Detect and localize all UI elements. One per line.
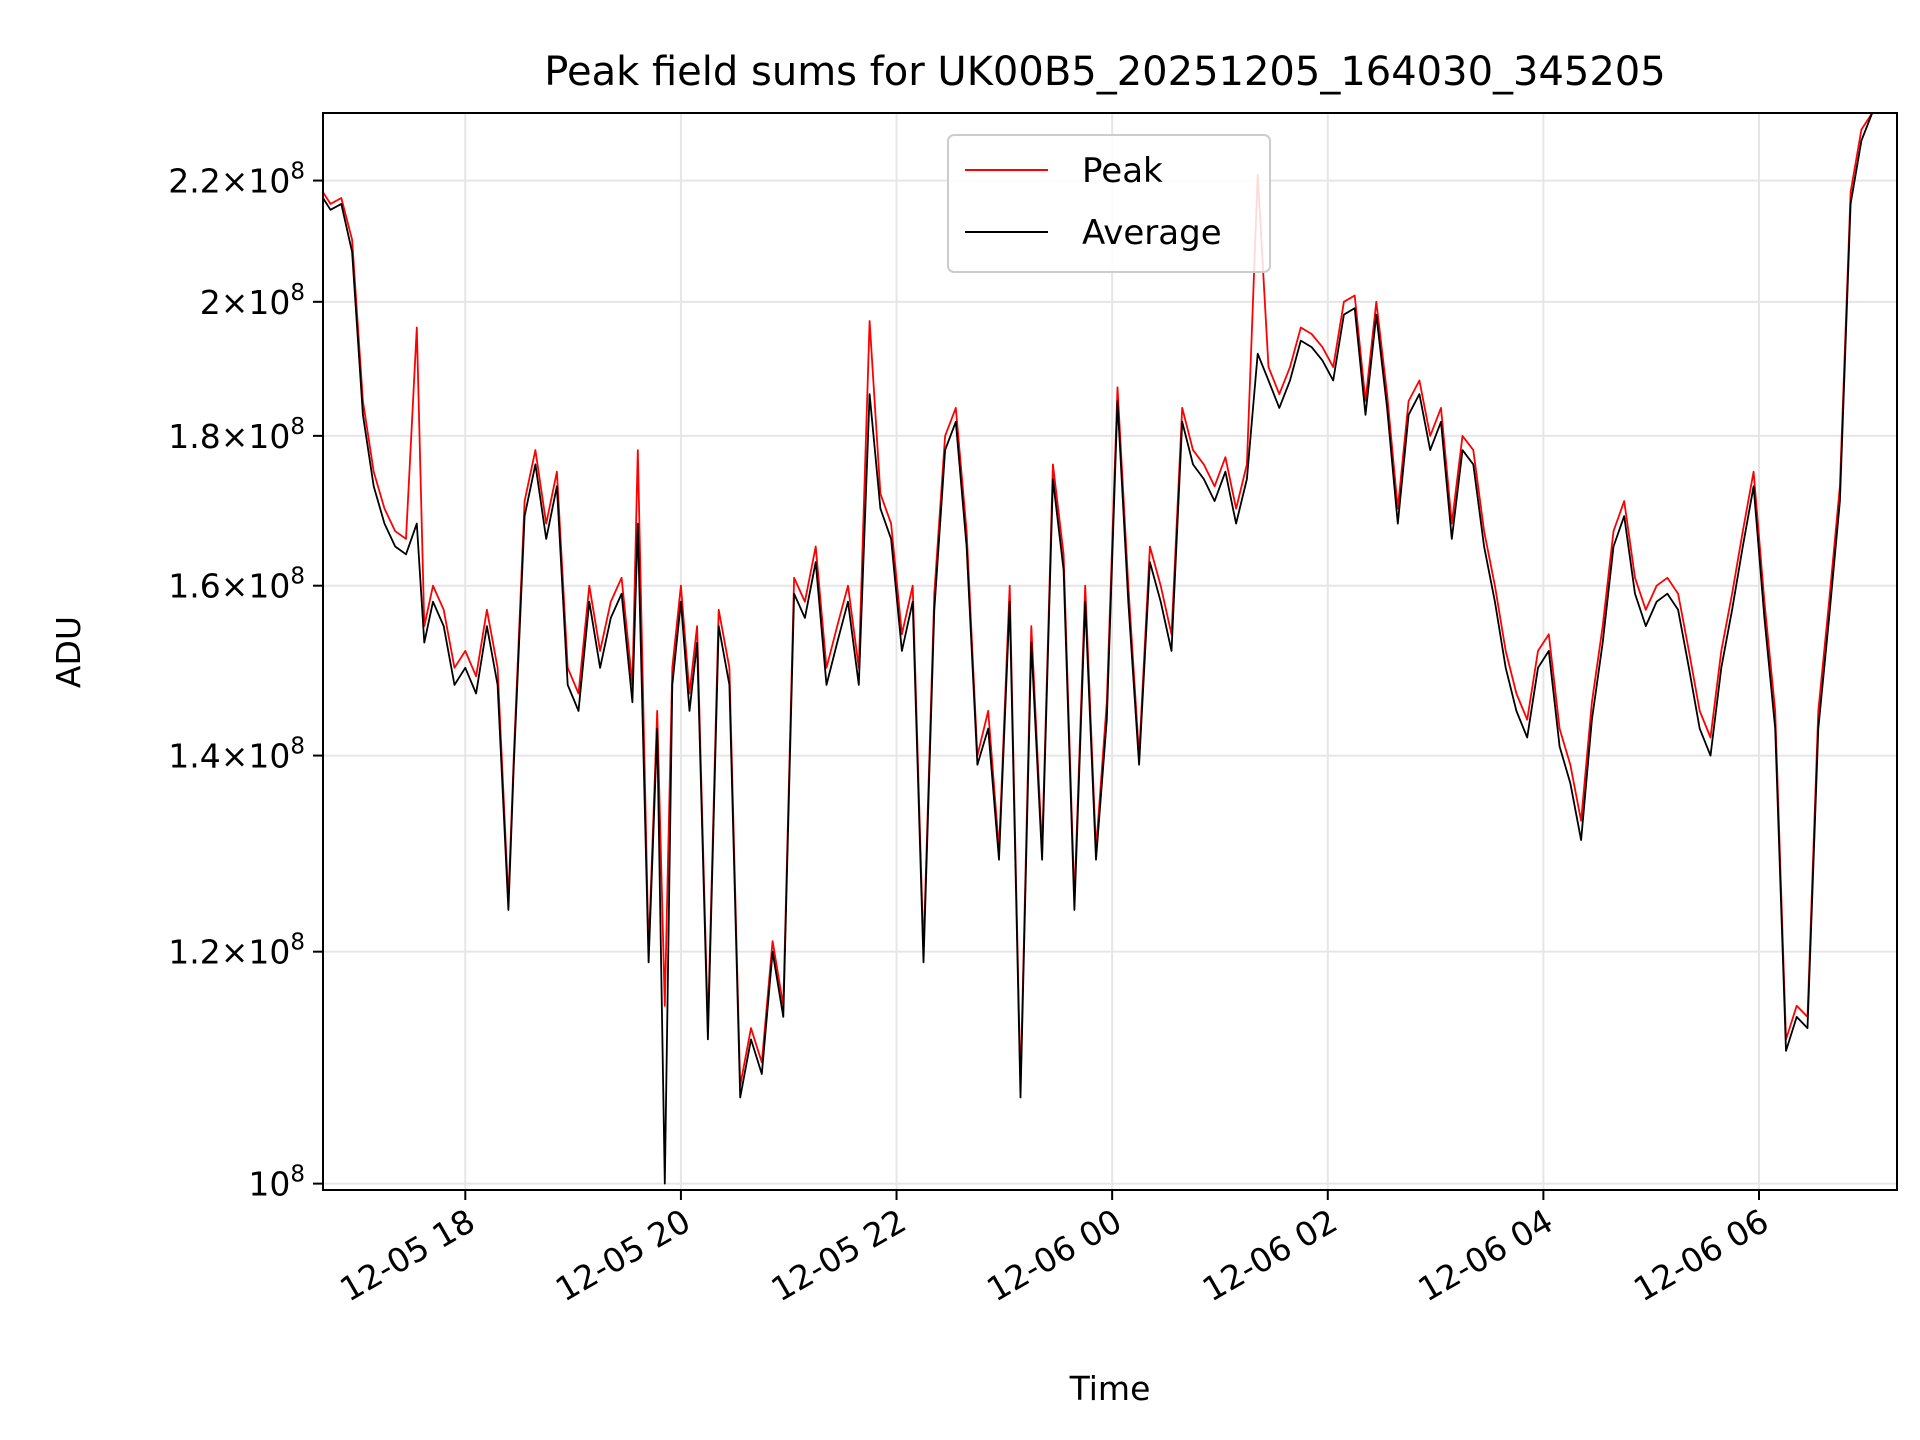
y-tick-label: 2×108 xyxy=(200,280,305,322)
y-tick-label: 1.2×108 xyxy=(168,930,305,972)
legend-label-peak: Peak xyxy=(1082,151,1163,191)
series-line-average xyxy=(322,112,1874,1185)
y-axis: 108 1.2×108 1.4×108 1.6×108 1.8×108 2×108 2.2×… xyxy=(168,159,323,1204)
y-tick-label: 108 xyxy=(248,1162,305,1204)
x-axis-label: Time xyxy=(1069,1369,1151,1408)
y-axis-label: ADU xyxy=(49,616,88,688)
chart-title: Peak field sums for UK00B5_20251205_1640… xyxy=(544,49,1665,95)
plot-frame xyxy=(322,112,1898,1191)
grid xyxy=(323,113,1897,1190)
series-lines xyxy=(322,112,1874,1185)
y-tick-label: 1.6×108 xyxy=(168,564,305,606)
y-tick-label: 1.8×108 xyxy=(168,414,305,456)
y-tick-label: 2.2×108 xyxy=(168,159,305,201)
y-tick-label: 1.4×108 xyxy=(168,734,305,776)
legend-label-average: Average xyxy=(1082,213,1222,253)
legend: Peak Average xyxy=(947,134,1271,273)
